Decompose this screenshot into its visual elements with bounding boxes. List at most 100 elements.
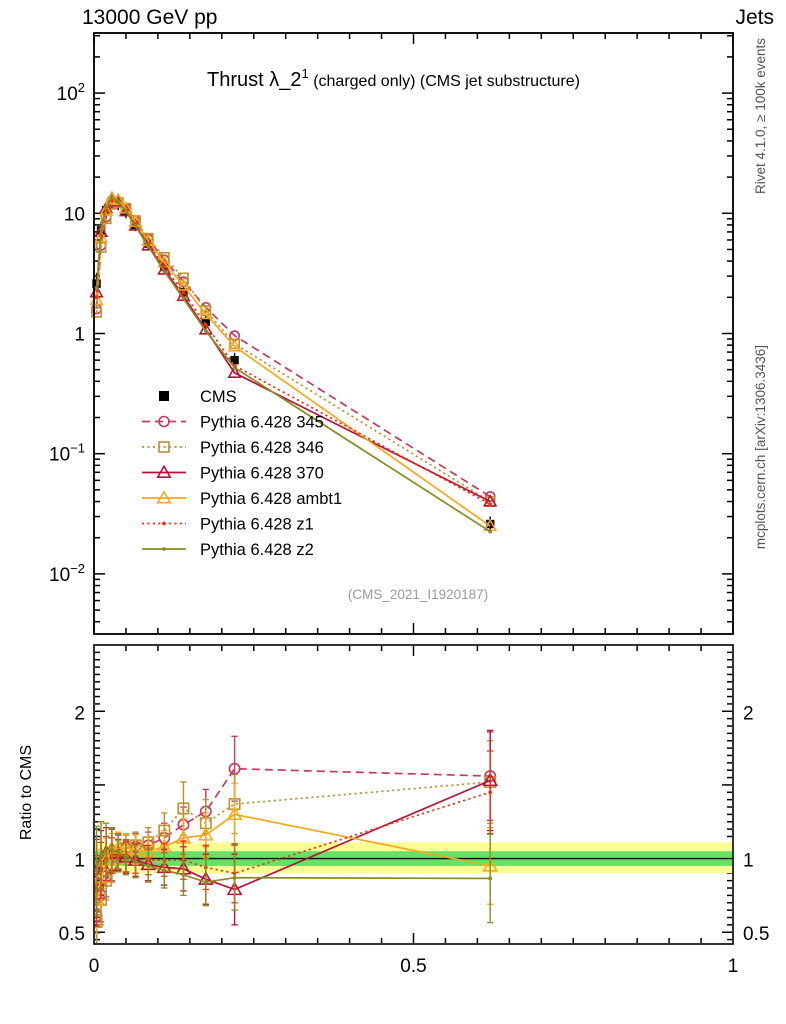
- ratio-axes-frame: [94, 645, 733, 944]
- main-ytick-label: 10: [64, 204, 85, 225]
- main-data-marker: [116, 199, 121, 204]
- legend-label: Pythia 6.428 345: [200, 414, 324, 432]
- ratio-axis-title: Ratio to CMS: [18, 745, 35, 841]
- legend-label: Pythia 6.428 ambt1: [200, 490, 342, 508]
- main-data-marker: [157, 262, 172, 275]
- ratio-data-marker: [95, 868, 99, 873]
- main-data-marker: [198, 322, 213, 335]
- main-axes-frame-top: [93, 32, 734, 635]
- ratio-axes-frame-top: [93, 644, 734, 945]
- legend-label: Pythia 6.428 z2: [200, 541, 314, 559]
- xtick-label: 0.5: [400, 956, 426, 977]
- main-data-marker: [227, 339, 242, 352]
- legend-entry[interactable]: CMS: [159, 388, 237, 406]
- main-data-marker: [162, 264, 167, 269]
- main-data-marker: [181, 296, 186, 301]
- main-data-marker: [99, 203, 114, 216]
- ratio-data-marker: [177, 802, 190, 815]
- main-data-marker: [94, 285, 99, 290]
- main-data-marker: [488, 502, 493, 507]
- ratio-data-marker: [124, 855, 128, 859]
- main-ytick-label: 1: [74, 324, 85, 345]
- legend-marker: [158, 441, 170, 453]
- ratio-data-marker: [228, 762, 241, 775]
- mcplots-source-label: mcplots.cern.ch [arXiv:1306.3436]: [753, 345, 768, 550]
- header-beam-label: 13000 GeV pp: [82, 6, 218, 29]
- ratio-data-marker: [232, 875, 237, 880]
- main-ytick-label: 102: [57, 80, 85, 105]
- ratio-data-marker: [133, 859, 138, 864]
- ratio-data-marker: [488, 790, 493, 795]
- main-data-marker: [232, 365, 237, 370]
- main-data-marker: [91, 306, 102, 318]
- legend-entry[interactable]: Pythia 6.428 z2: [142, 541, 314, 559]
- xtick-label: 1: [728, 956, 739, 977]
- main-data-marker: [99, 227, 103, 232]
- legend-entry[interactable]: Pythia 6.428 z1: [142, 516, 314, 534]
- main-data-marker: [230, 355, 239, 365]
- plot-legend: CMS Pythia 6.428 345 Pythia 6.428 346 Pythi…: [142, 388, 342, 559]
- ratio-data-marker: [226, 806, 243, 821]
- main-data-marker: [162, 269, 167, 274]
- rivet-version-label: Rivet 4.1.0, ≥ 100k events: [753, 38, 768, 194]
- legend-marker: [156, 464, 172, 478]
- main-data-marker: [146, 244, 151, 249]
- ratio-ytick-label-right: 0.5: [743, 924, 769, 945]
- ratio-data-marker: [162, 868, 167, 873]
- main-data-marker: [203, 322, 208, 327]
- main-data-marker: [133, 224, 138, 229]
- main-data-marker: [118, 203, 134, 217]
- header-category-label: Jets: [735, 6, 774, 29]
- legend-entry[interactable]: Pythia 6.428 345: [142, 414, 324, 432]
- main-data-marker: [104, 205, 109, 210]
- analysis-id-watermark: (CMS_2021_I1920187): [348, 587, 488, 602]
- ratio-ytick-label-right: 2: [743, 703, 754, 724]
- xtick-label: 0: [89, 956, 100, 977]
- ratio-data-marker: [109, 847, 114, 852]
- legend-label: CMS: [200, 388, 237, 406]
- main-data-marker: [203, 329, 208, 333]
- ratio-data-marker: [116, 850, 121, 855]
- main-data-marker: [181, 290, 186, 295]
- legend-label: Pythia 6.428 370: [200, 465, 324, 483]
- ratio-plot-panel: [94, 645, 733, 944]
- plot-title: Thrust λ_21 (charged only) (CMS jet subs…: [207, 66, 580, 91]
- main-data-marker: [178, 272, 189, 284]
- ratio-ytick-label-left: 0.5: [59, 924, 85, 945]
- main-data-marker: [104, 191, 120, 204]
- main-data-marker: [94, 295, 99, 300]
- legend-entry[interactable]: Pythia 6.428 ambt1: [142, 490, 342, 508]
- legend-entry[interactable]: Pythia 6.428 346: [142, 439, 324, 457]
- legend-label: Pythia 6.428 346: [200, 439, 324, 457]
- legend-marker: [162, 521, 166, 526]
- ratio-data-marker: [104, 847, 109, 852]
- legend-marker: [159, 391, 169, 401]
- ratio-ytick-label-left: 1: [74, 851, 85, 872]
- ratio-ytick-label-left: 2: [74, 703, 85, 724]
- legend-marker: [158, 415, 170, 428]
- ratio-data-marker: [146, 864, 151, 868]
- main-data-marker: [227, 365, 242, 379]
- main-data-marker: [109, 196, 114, 200]
- ratio-data-marker: [181, 872, 186, 877]
- ratio-data-marker: [203, 880, 208, 885]
- main-plot-panel: [89, 32, 734, 635]
- main-data-marker: [488, 529, 493, 534]
- main-data-marker: [176, 278, 191, 291]
- main-data-marker: [201, 317, 211, 327]
- legend-entry[interactable]: Pythia 6.428 370: [142, 465, 324, 483]
- ratio-data-marker: [488, 876, 493, 881]
- legend-marker: [156, 490, 172, 504]
- ratio-ytick-label-right: 1: [743, 851, 754, 872]
- legend-label: Pythia 6.428 z1: [200, 516, 314, 534]
- legend-marker: [162, 547, 166, 551]
- main-ytick-label: 10−2: [49, 561, 85, 586]
- ratio-data-marker: [99, 853, 103, 858]
- main-ytick-label: 10−1: [49, 441, 85, 466]
- main-data-marker: [485, 519, 495, 529]
- main-data-marker: [124, 209, 128, 214]
- ratio-data-marker: [197, 826, 214, 841]
- main-data-marker: [198, 306, 213, 320]
